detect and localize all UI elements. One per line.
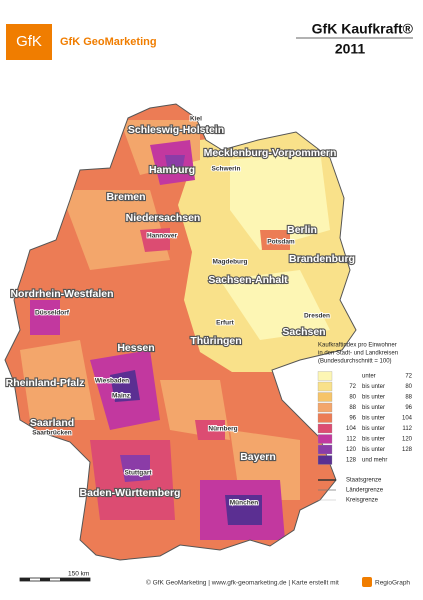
state-label: Brandenburg [289, 253, 355, 265]
legend-label: 104 [402, 416, 413, 422]
legend-label: bis unter [362, 384, 385, 390]
region [165, 155, 185, 172]
legend-swatch [317, 444, 333, 455]
legend-label: bis unter [362, 426, 385, 432]
legend-label: 128 [402, 447, 413, 453]
city-label: Magdeburg [212, 259, 247, 266]
legend-label: bis unter [362, 405, 385, 411]
legend-swatch [317, 402, 333, 413]
legend-label: Kreisgrenze [346, 498, 379, 504]
city-label: Düsseldorf [35, 310, 70, 317]
state-label: Niedersachsen [126, 212, 201, 224]
city-label: München [230, 500, 259, 507]
legend-label: 120 [346, 447, 357, 453]
scale-label: 150 km [68, 571, 89, 578]
legend-label: bis unter [362, 447, 385, 453]
scale-bar [19, 577, 91, 582]
state-label: Rheinland-Pfalz [6, 377, 85, 389]
legend-label: 112 [402, 426, 412, 432]
state-label: Saarland [30, 417, 74, 429]
legend-swatch [317, 413, 333, 423]
legend-swatch [317, 371, 333, 381]
legend-label: 128 [346, 458, 357, 464]
tool-icon [362, 577, 372, 587]
state-label: Nordrhein-Westfalen [10, 288, 113, 300]
state-label: Berlin [287, 224, 317, 236]
legend-label: 80 [349, 395, 356, 401]
legend-title: Kaufkraftindex pro Einwohner [318, 343, 397, 349]
legend-swatch [317, 381, 333, 392]
legend-label: 112 [346, 437, 356, 443]
region [260, 230, 290, 250]
legend-swatch [317, 392, 333, 402]
city-label: Kiel [190, 116, 202, 123]
city-label: Erfurt [216, 320, 235, 327]
legend-label: 72 [405, 374, 412, 380]
city-label: Hannover [147, 233, 177, 240]
legend-label: bis unter [362, 416, 385, 422]
state-label: Hamburg [149, 164, 195, 176]
year: 2011 [335, 41, 366, 57]
legend-label: Ländergrenze [346, 488, 384, 494]
region [60, 190, 170, 270]
legend-label: 88 [349, 405, 356, 411]
legend-title: in den Stadt- und Landkreisen [318, 351, 398, 357]
brand: GfK GeoMarketing [60, 36, 157, 48]
legend-label: 72 [349, 384, 356, 390]
state-label: Hessen [117, 342, 154, 354]
legend-label: unter [362, 374, 376, 380]
state-label: Bremen [106, 191, 145, 203]
state-label: Bayern [240, 451, 276, 463]
region [140, 228, 170, 252]
region [225, 495, 262, 525]
region [220, 270, 330, 340]
legend-title: (Bundesdurchschnitt = 100) [318, 359, 392, 365]
state-label: Thüringen [190, 335, 241, 347]
legend-swatch [317, 434, 333, 444]
city-label: Dresden [304, 313, 330, 320]
legend-label: 104 [346, 426, 357, 432]
credit: © GfK GeoMarketing | www.gfk-geomarketin… [146, 579, 339, 587]
state-label: Schleswig-Holstein [128, 124, 224, 136]
logo-box [6, 24, 52, 60]
state-label: Baden-Württemberg [80, 487, 181, 499]
legend-label: 80 [405, 384, 412, 390]
region [110, 370, 140, 402]
tool: RegioGraph [375, 580, 410, 587]
city-label: Wiesbaden [95, 378, 129, 385]
legend-swatch [317, 455, 333, 465]
state-label: Sachsen-Anhalt [208, 274, 288, 286]
state-label: Sachsen [282, 326, 325, 338]
city-label: Potsdam [267, 239, 295, 246]
legend-label: Staatsgrenze [346, 478, 382, 484]
region [30, 300, 60, 335]
logo: GfK [16, 33, 42, 50]
legend-label: bis unter [362, 395, 385, 401]
legend-label: 88 [405, 395, 412, 401]
region [230, 150, 330, 250]
legend-label: bis unter [362, 437, 385, 443]
region [195, 420, 225, 440]
title: GfK Kaufkraft® [312, 21, 414, 37]
legend: Kaufkraftindex pro Einwohner in den Stad… [317, 343, 413, 504]
city-label: Stuttgart [124, 470, 152, 477]
legend-label: 96 [349, 416, 356, 422]
legend-label: 120 [402, 437, 413, 443]
legend-label: 96 [405, 405, 412, 411]
city-label: Nürnberg [208, 426, 237, 433]
city-label: Schwerin [212, 166, 241, 173]
region [120, 455, 150, 482]
region [20, 340, 95, 420]
legend-label: und mehr [362, 458, 387, 464]
legend-swatch [317, 423, 333, 434]
state-label: Mecklenburg-Vorpommern [204, 147, 337, 159]
city-label: Mainz [112, 393, 131, 400]
city-label: Saarbrücken [32, 430, 71, 437]
